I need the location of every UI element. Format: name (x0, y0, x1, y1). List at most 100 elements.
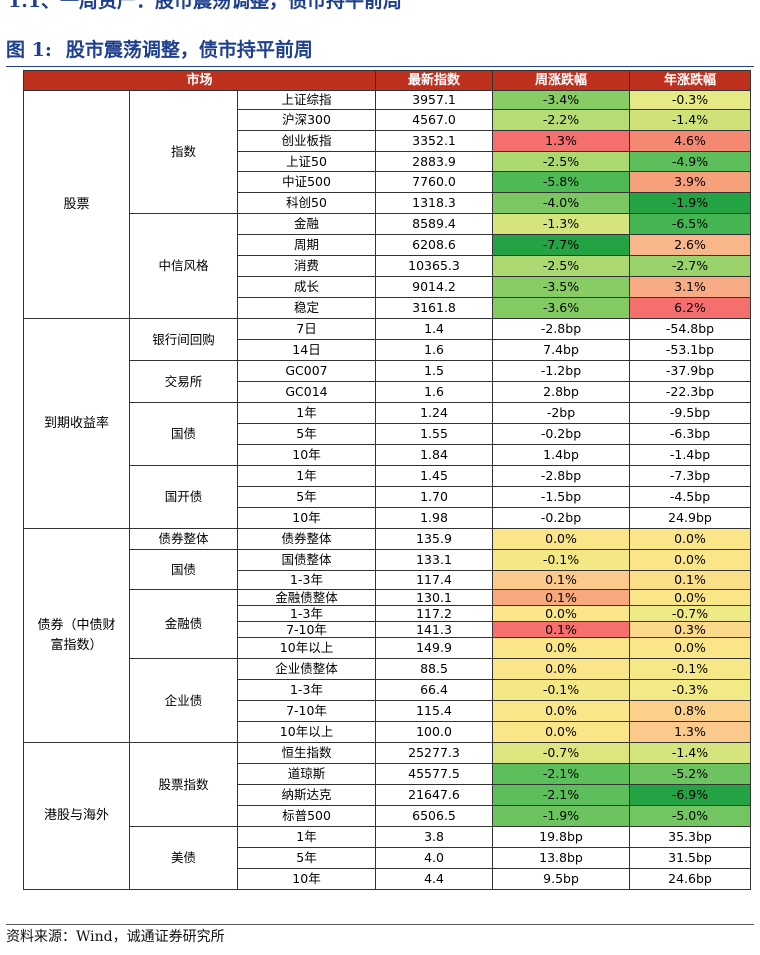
table-row: 10年 1.84 1.4bp -1.4bp (24, 444, 752, 466)
item-name: 企业债整体 (236, 658, 377, 680)
sub-category: 股票指数 (129, 742, 238, 827)
item-name: 10年以上 (236, 721, 377, 743)
yearly-change: -54.8bp (629, 318, 752, 340)
weekly-change: -0.2bp (492, 507, 631, 529)
table-row: 5年 4.0 13.8bp 31.5bp (24, 847, 752, 869)
yearly-change: -2.7% (629, 255, 752, 277)
sub-category: 指数 (129, 90, 238, 214)
latest-value: 1.70 (375, 486, 494, 508)
table-row: 国开债 1年 1.45 -2.8bp -7.3bp (24, 465, 752, 529)
table-row: 沪深300 4567.0 -2.2% -1.4% (24, 109, 752, 131)
item-name: 1-3年 (236, 605, 377, 622)
weekly-change: -1.2bp (492, 360, 631, 382)
latest-value: 9014.2 (375, 276, 494, 298)
yearly-change: 6.2% (629, 297, 752, 319)
item-name: 5年 (236, 423, 377, 445)
yearly-change: -9.5bp (629, 402, 752, 424)
weekly-change: 0.1% (492, 570, 631, 590)
item-name: 金融债整体 (236, 589, 377, 606)
weekly-change: 9.5bp (492, 868, 631, 890)
yearly-change: 1.3% (629, 721, 752, 743)
item-name: 1年 (236, 402, 377, 424)
weekly-change: -2.8bp (492, 318, 631, 340)
item-name: 1年 (236, 465, 377, 487)
sub-category: 银行间回购 (129, 318, 238, 361)
item-name: 科创50 (236, 192, 377, 214)
table-row: 成长 9014.2 -3.5% 3.1% (24, 276, 752, 298)
sub-category: 企业债 (129, 658, 238, 743)
latest-value: 4567.0 (375, 109, 494, 131)
table-row: 国债 1年 1.24 -2bp -9.5bp (24, 402, 752, 466)
figure-rule (6, 66, 754, 67)
market-category: 到期收益率 (23, 318, 130, 529)
weekly-change: -7.7% (492, 234, 631, 256)
table-row: 10年以上 100.0 0.0% 1.3% (24, 721, 752, 743)
latest-value: 1.55 (375, 423, 494, 445)
latest-value: 21647.6 (375, 784, 494, 806)
weekly-change: -3.4% (492, 90, 631, 110)
latest-value: 1.6 (375, 339, 494, 361)
latest-value: 3957.1 (375, 90, 494, 110)
item-name: 10年 (236, 444, 377, 466)
item-name: 1年 (236, 826, 377, 848)
weekly-change: -2.2% (492, 109, 631, 131)
weekly-change: -5.8% (492, 171, 631, 193)
latest-value: 88.5 (375, 658, 494, 680)
latest-value: 141.3 (375, 621, 494, 638)
yearly-change: -53.1bp (629, 339, 752, 361)
item-name: 标普500 (236, 805, 377, 827)
weekly-change: -2.1% (492, 784, 631, 806)
item-name: 上证综指 (236, 90, 377, 110)
weekly-change: -3.5% (492, 276, 631, 298)
table-row: 国债 国债整体 133.1 -0.1% 0.0% (24, 549, 752, 590)
latest-value: 117.4 (375, 570, 494, 590)
yearly-change: 3.1% (629, 276, 752, 298)
weekly-change: -3.6% (492, 297, 631, 319)
header-market: 市场 (22, 70, 377, 91)
latest-value: 8589.4 (375, 213, 494, 235)
table-row: 10年 4.4 9.5bp 24.6bp (24, 868, 752, 890)
item-name: 7日 (236, 318, 377, 340)
latest-value: 1.24 (375, 402, 494, 424)
yearly-change: 4.6% (629, 130, 752, 152)
table-row: 企业债 企业债整体 88.5 0.0% -0.1% (24, 658, 752, 743)
yearly-change: -5.2% (629, 763, 752, 785)
item-name: 国债整体 (236, 549, 377, 571)
latest-value: 135.9 (375, 528, 494, 550)
table-header-row: 市场 最新指数 周涨跌幅 年涨跌幅 (22, 70, 752, 91)
table-row: 7-10年 115.4 0.0% 0.8% (24, 700, 752, 722)
yearly-change: 0.0% (629, 528, 752, 550)
yearly-change: 24.9bp (629, 507, 752, 529)
latest-value: 1.4 (375, 318, 494, 340)
market-category: 股票 (23, 90, 130, 319)
latest-value: 10365.3 (375, 255, 494, 277)
table-body: 股票 指数 上证综指 3957.1 -3.4% -0.3% 沪深300 4567.0 -2.2%… (23, 90, 752, 890)
item-name: 成长 (236, 276, 377, 298)
latest-value: 149.9 (375, 637, 494, 659)
latest-value: 117.2 (375, 605, 494, 622)
header-weekly: 周涨跌幅 (492, 70, 631, 91)
item-name: 创业板指 (236, 130, 377, 152)
source-note: 资料来源：Wind，诚通证券研究所 (6, 924, 754, 949)
weekly-change: -1.5bp (492, 486, 631, 508)
item-name: GC007 (236, 360, 377, 382)
yearly-change: -0.3% (629, 679, 752, 701)
item-name: 7-10年 (236, 700, 377, 722)
latest-value: 3.8 (375, 826, 494, 848)
item-name: 10年 (236, 868, 377, 890)
latest-value: 45577.5 (375, 763, 494, 785)
weekly-change: 0.0% (492, 658, 631, 680)
weekly-change: -0.1% (492, 549, 631, 571)
weekly-change: 0.1% (492, 589, 631, 606)
weekly-change: -2.8bp (492, 465, 631, 487)
table-row: 10年以上 149.9 0.0% 0.0% (24, 637, 752, 659)
market-table: 市场 最新指数 周涨跌幅 年涨跌幅 股票 指数 上证综指 3957.1 -3.4% -0.… (22, 70, 752, 890)
latest-value: 4.0 (375, 847, 494, 869)
latest-value: 1318.3 (375, 192, 494, 214)
yearly-change: -0.1% (629, 658, 752, 680)
header-yearly: 年涨跌幅 (629, 70, 752, 91)
item-name: 7-10年 (236, 621, 377, 638)
sub-category: 国开债 (129, 465, 238, 529)
latest-value: 2883.9 (375, 151, 494, 172)
yearly-change: 31.5bp (629, 847, 752, 869)
